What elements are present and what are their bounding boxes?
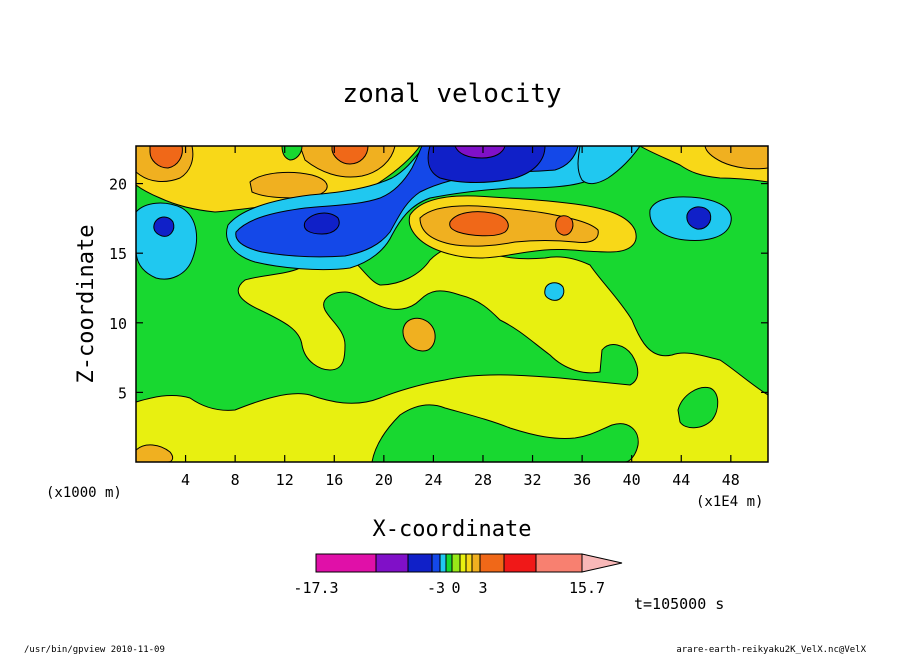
blue-core-left: [303, 212, 340, 235]
x-tick-label: 24: [424, 471, 442, 489]
x-tick-label: 20: [375, 471, 393, 489]
colorbar-segment: [439, 553, 447, 573]
violet-core: [454, 146, 506, 159]
blue-left-spot: [153, 216, 175, 237]
x-tick-label: 28: [474, 471, 492, 489]
green-bottom: [371, 404, 639, 462]
x-tick-label: 32: [524, 471, 542, 489]
colorbar-arrow: [581, 553, 623, 573]
chart-title: zonal velocity: [342, 79, 561, 109]
green-top-spot: [281, 146, 303, 161]
y-tick-label: 10: [109, 315, 127, 333]
green-right-blob: [677, 386, 719, 429]
orange-jet-core: [449, 211, 509, 237]
colorbar: [315, 553, 623, 573]
orange-strong-1: [149, 146, 183, 169]
y-tick-label: 5: [118, 384, 127, 402]
footer-right: arare-earth-reikyaku2K_VelX.nc@VelX: [676, 645, 866, 654]
y-axis: 5 10 15 20: [109, 176, 768, 402]
x-axis: 4 8 12 16 20 24 28 32 36 40 44 48: [181, 146, 740, 489]
colorbar-segment: [479, 553, 505, 573]
x-tick-label: 40: [623, 471, 641, 489]
upper-right-orange: [704, 146, 768, 170]
cyan-small: [544, 282, 565, 301]
colorbar-segment: [451, 553, 461, 573]
contour-field: [136, 146, 768, 462]
y-axis-label: Z-coordinate: [74, 225, 99, 384]
colorbar-segment: [431, 553, 441, 573]
colorbar-segment: [375, 553, 409, 573]
plot-frame: [135, 145, 769, 463]
x-tick-label: 12: [276, 471, 294, 489]
orange-right-spot: [555, 215, 574, 236]
colorbar-segment: [535, 553, 583, 573]
x-tick-label: 36: [573, 471, 591, 489]
x-tick-label: 44: [672, 471, 690, 489]
time-label: t=105000 s: [634, 595, 724, 613]
colorbar-segment: [445, 553, 453, 573]
y-tick-label: 15: [109, 245, 127, 263]
colorbar-segment: [503, 553, 537, 573]
y-unit-label: (x1000 m): [46, 485, 122, 501]
blue-right-spot: [686, 206, 712, 230]
footer-left: /usr/bin/gpview 2010-11-09: [24, 645, 165, 654]
colorbar-segment: [465, 553, 473, 573]
upper-left-orange3: [249, 171, 328, 199]
colorbar-segment: [315, 553, 377, 573]
x-tick-label: 8: [231, 471, 240, 489]
x-axis-label: X-coordinate: [373, 517, 532, 542]
orange-mid-blob: [402, 317, 436, 352]
colorbar-tick-label: -3: [427, 579, 445, 597]
colorbar-segment: [407, 553, 433, 573]
y-tick-label: 20: [109, 176, 127, 194]
colorbar-segment: [459, 553, 467, 573]
orange-strong-2: [331, 146, 369, 165]
blue-jet-core: [427, 146, 546, 183]
cyan-right-top: [577, 146, 641, 185]
colorbar-tick-label: 15.7: [569, 579, 605, 597]
colorbar-labels: -17.3 -3 0 3 15.7: [293, 579, 605, 597]
colorbar-segment: [471, 553, 481, 573]
x-tick-label: 16: [325, 471, 343, 489]
colorbar-tick-label: 0: [451, 579, 460, 597]
cyan-left-blob: [136, 202, 198, 280]
x-unit-label: (x1E4 m): [696, 494, 763, 510]
colorbar-tick-label: 3: [478, 579, 487, 597]
x-tick-label: 4: [181, 471, 190, 489]
x-tick-label: 48: [722, 471, 740, 489]
colorbar-tick-label: -17.3: [293, 579, 338, 597]
